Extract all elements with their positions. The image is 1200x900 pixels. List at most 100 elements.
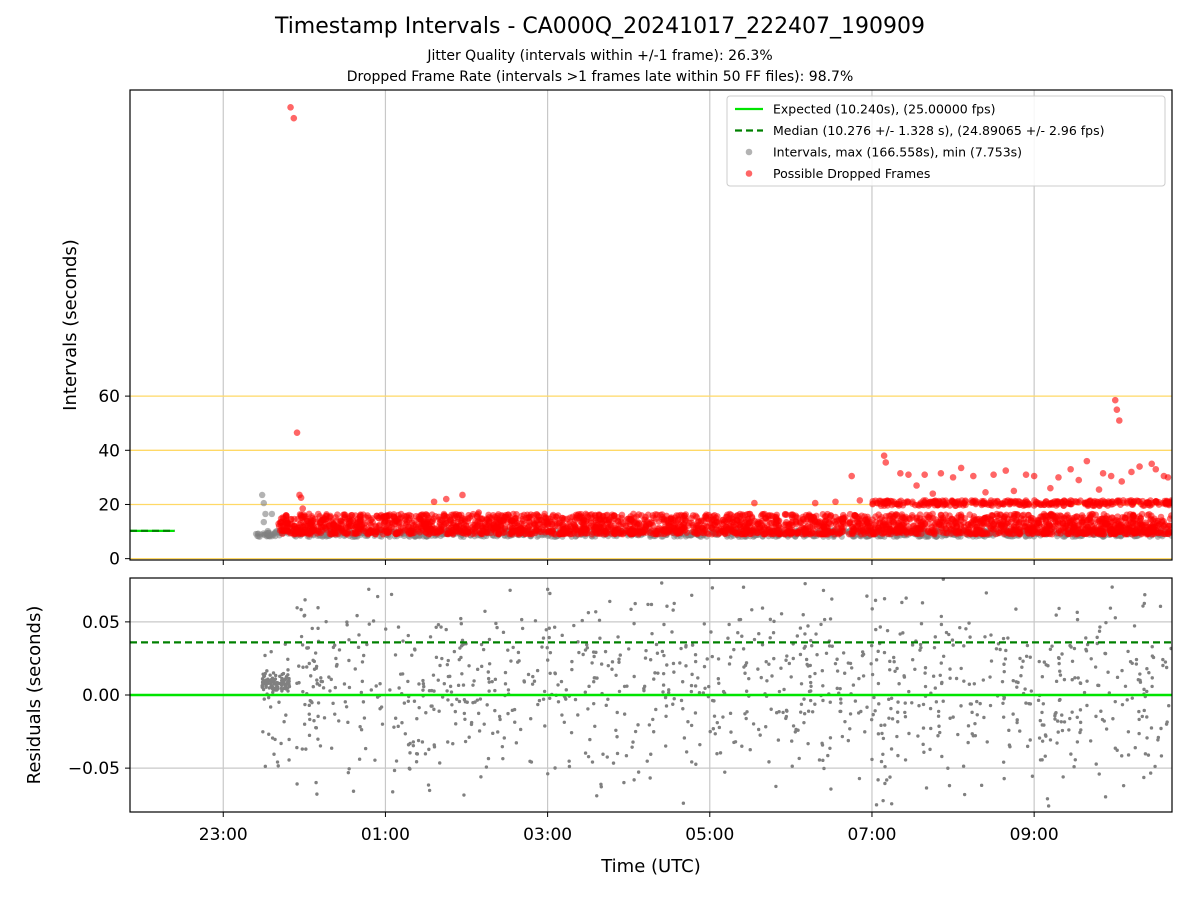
residual-point — [484, 765, 489, 769]
residual-point — [817, 758, 822, 762]
residual-point — [520, 626, 525, 631]
residual-point — [873, 598, 878, 603]
residual-point — [893, 669, 897, 674]
dropped-frame-point — [327, 527, 335, 535]
residual-point — [526, 672, 531, 677]
residual-point — [895, 666, 899, 671]
residual-point — [1082, 690, 1087, 695]
residual-point — [573, 697, 578, 702]
residual-point — [941, 654, 946, 659]
dropped-frame-point — [487, 524, 495, 531]
residual-point — [865, 594, 869, 598]
residual-point — [978, 701, 982, 706]
residual-point — [918, 642, 923, 647]
residual-point — [679, 698, 684, 703]
dropped-frame-point — [1145, 511, 1153, 518]
residual-point — [624, 754, 629, 758]
residual-point — [941, 699, 945, 703]
dropped-frame-point — [1163, 499, 1170, 507]
dropped-frame-point — [465, 511, 472, 519]
residual-point — [360, 679, 365, 684]
residual-point — [680, 680, 685, 684]
residual-point — [802, 712, 807, 716]
residual-point — [649, 602, 654, 607]
dropped-frame-point — [431, 529, 438, 536]
interval-point — [260, 499, 267, 507]
dropped-frame-point — [1086, 497, 1094, 504]
residual-point — [865, 705, 869, 709]
residual-point — [1042, 660, 1047, 664]
dropped-frame-point — [496, 522, 504, 529]
dropped-frame-point — [631, 529, 638, 537]
residual-point — [434, 655, 439, 660]
interval-point — [260, 518, 267, 526]
residual-point — [373, 758, 377, 762]
dropped-frame-point — [1095, 486, 1103, 493]
dropped-frame-point — [334, 511, 341, 518]
residual-point — [281, 671, 286, 676]
residual-point — [821, 588, 826, 593]
dropped-frame-point — [849, 515, 857, 523]
residual-point — [334, 656, 338, 661]
residual-point — [445, 689, 449, 693]
residual-point — [1110, 585, 1114, 589]
residual-point — [622, 780, 626, 785]
residual-point — [1163, 660, 1168, 664]
dropped-frame-point — [1097, 499, 1104, 507]
dropped-frame-point — [952, 502, 959, 510]
residual-point — [717, 725, 722, 730]
dropped-frame-point — [1139, 497, 1146, 505]
residual-point — [901, 631, 905, 635]
dropped-frame-point — [901, 527, 909, 535]
residual-point — [581, 652, 585, 657]
residual-point — [693, 652, 698, 657]
dropped-frame-point — [808, 529, 816, 536]
residual-point — [727, 662, 732, 666]
residual-point — [681, 707, 685, 711]
residual-point — [286, 657, 290, 662]
residual-point — [715, 720, 719, 725]
dropped-frame-point — [1102, 520, 1110, 527]
dropped-frame-point — [442, 495, 450, 503]
residual-point — [583, 690, 588, 694]
residual-point — [922, 750, 926, 754]
residual-point — [721, 689, 726, 694]
residual-point — [389, 592, 394, 597]
dropped-frame-point — [1122, 514, 1129, 522]
residual-point — [547, 626, 551, 630]
residual-point — [1079, 728, 1083, 732]
residual-point — [1004, 648, 1008, 653]
dropped-frame-point — [478, 515, 486, 522]
dropped-frame-point — [290, 114, 298, 122]
dropped-frame-point — [941, 500, 949, 508]
chart-subtitle-dropped: Dropped Frame Rate (intervals >1 frames … — [346, 69, 854, 85]
residual-point — [883, 781, 887, 786]
residual-point — [1103, 795, 1108, 799]
dropped-frame-point — [841, 514, 849, 521]
residual-point — [947, 783, 952, 788]
residual-point — [414, 751, 419, 756]
residual-point — [936, 714, 941, 718]
residual-point — [592, 701, 596, 706]
residual-point — [988, 675, 992, 679]
residual-point — [841, 651, 846, 655]
dropped-frame-point — [1037, 501, 1045, 508]
residual-point — [1150, 644, 1154, 649]
dropped-frame-point — [788, 519, 796, 526]
dropped-frame-point — [723, 513, 731, 521]
residual-point — [959, 666, 963, 671]
residual-point — [712, 714, 717, 718]
residual-point — [690, 760, 694, 764]
residual-point — [301, 665, 305, 669]
residual-point — [618, 653, 622, 657]
residual-point — [1061, 775, 1065, 779]
residual-point — [671, 661, 676, 666]
residual-point — [661, 683, 666, 687]
residual-point — [367, 587, 371, 591]
dropped-frame-point — [675, 515, 682, 523]
residual-point — [606, 697, 610, 702]
residual-point — [605, 755, 609, 759]
residual-point — [745, 710, 749, 714]
dropped-frame-point — [392, 530, 400, 537]
residual-point — [303, 598, 307, 602]
